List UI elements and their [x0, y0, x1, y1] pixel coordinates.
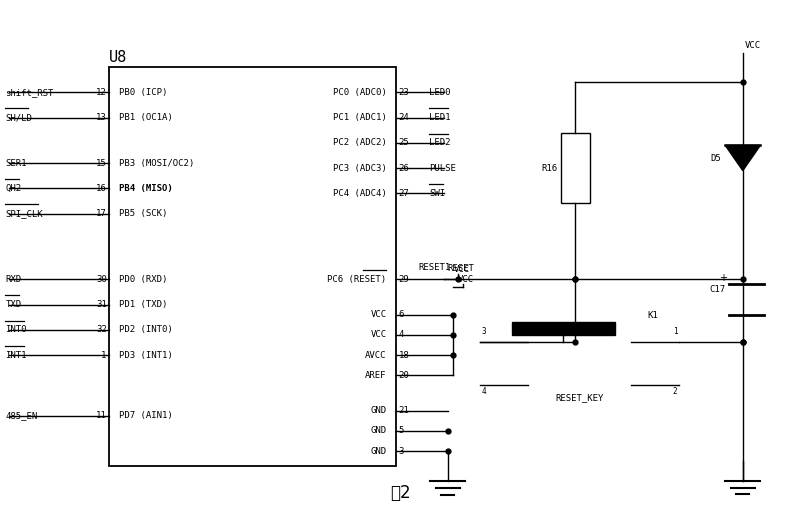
Polygon shape — [726, 145, 760, 171]
Text: PD0 (RXD): PD0 (RXD) — [118, 275, 167, 284]
Text: VCC: VCC — [745, 41, 762, 50]
Text: PB3 (MOSI/OC2): PB3 (MOSI/OC2) — [118, 158, 194, 168]
Text: 23: 23 — [398, 88, 409, 97]
Text: 11: 11 — [96, 411, 106, 420]
Text: SER1: SER1 — [6, 158, 27, 168]
Text: 12: 12 — [96, 88, 106, 97]
Text: 24: 24 — [398, 113, 409, 122]
Text: PC6 (RESET): PC6 (RESET) — [327, 275, 386, 284]
Text: 6: 6 — [398, 310, 404, 319]
Bar — [561, 133, 590, 204]
Text: SH/LD: SH/LD — [6, 113, 32, 122]
Text: RESET_KEY: RESET_KEY — [555, 393, 603, 402]
Text: 3: 3 — [398, 447, 404, 456]
Text: VCC: VCC — [458, 275, 474, 284]
Bar — [512, 322, 615, 335]
Text: PB5 (SCK): PB5 (SCK) — [118, 209, 167, 218]
Text: SPI_CLK: SPI_CLK — [6, 209, 43, 218]
Text: 13: 13 — [96, 113, 106, 122]
Text: 27: 27 — [398, 189, 409, 198]
Text: INT0: INT0 — [6, 325, 27, 334]
Text: LED0: LED0 — [430, 88, 451, 97]
Text: GND: GND — [370, 406, 386, 415]
Text: PD1 (TXD): PD1 (TXD) — [118, 300, 167, 309]
Text: 17: 17 — [96, 209, 106, 218]
Text: 29: 29 — [398, 275, 409, 284]
Text: PC2 (ADC2): PC2 (ADC2) — [333, 138, 386, 147]
Text: C17: C17 — [709, 285, 726, 294]
Text: PB4 (MISO): PB4 (MISO) — [118, 184, 172, 193]
Text: 1: 1 — [673, 327, 678, 336]
Text: 32: 32 — [96, 325, 106, 334]
Text: LED2: LED2 — [430, 138, 451, 147]
Bar — [109, 67, 396, 466]
Text: PB0 (ICP): PB0 (ICP) — [118, 88, 167, 97]
Text: shift_RST: shift_RST — [6, 88, 54, 97]
Text: 1: 1 — [102, 351, 106, 360]
Text: PD3 (INT1): PD3 (INT1) — [118, 351, 172, 360]
Text: VCC: VCC — [370, 330, 386, 339]
Text: QH2: QH2 — [6, 184, 22, 193]
Text: 4: 4 — [482, 387, 486, 396]
Text: PC1 (ADC1): PC1 (ADC1) — [333, 113, 386, 122]
Text: PD7 (AIN1): PD7 (AIN1) — [118, 411, 172, 420]
Text: 21: 21 — [398, 406, 409, 415]
Text: LED1: LED1 — [430, 113, 451, 122]
Text: 25: 25 — [398, 138, 409, 147]
Text: RXD: RXD — [6, 275, 22, 284]
Text: 18: 18 — [398, 351, 409, 360]
Text: 31: 31 — [96, 300, 106, 309]
Text: PC4 (ADC4): PC4 (ADC4) — [333, 189, 386, 198]
Text: INT1: INT1 — [6, 351, 27, 360]
Text: RESET1: RESET1 — [418, 263, 450, 272]
Text: PC0 (ADC0): PC0 (ADC0) — [333, 88, 386, 97]
Text: SWI: SWI — [430, 189, 446, 198]
Text: 图2: 图2 — [390, 484, 410, 501]
Text: PB1 (OC1A): PB1 (OC1A) — [118, 113, 172, 122]
Text: U8: U8 — [109, 50, 127, 65]
Text: 16: 16 — [96, 184, 106, 193]
Text: 15: 15 — [96, 158, 106, 168]
Text: GND: GND — [370, 447, 386, 456]
Text: 2: 2 — [673, 387, 678, 396]
Text: 20: 20 — [398, 371, 409, 380]
Text: VCC: VCC — [454, 265, 470, 274]
Text: GND: GND — [370, 426, 386, 435]
Text: AVCC: AVCC — [365, 351, 386, 360]
Text: 30: 30 — [96, 275, 106, 284]
Text: 5: 5 — [398, 426, 404, 435]
Text: R16: R16 — [541, 164, 557, 173]
Text: TXD: TXD — [6, 300, 22, 309]
Text: RESET: RESET — [448, 264, 474, 273]
Text: K1: K1 — [647, 311, 658, 320]
Text: 485_EN: 485_EN — [6, 411, 38, 420]
Text: VCC: VCC — [370, 310, 386, 319]
Text: 4: 4 — [398, 330, 404, 339]
Text: PD2 (INT0): PD2 (INT0) — [118, 325, 172, 334]
Text: 26: 26 — [398, 164, 409, 173]
Text: PC3 (ADC3): PC3 (ADC3) — [333, 164, 386, 173]
Text: 3: 3 — [482, 327, 486, 336]
Text: AREF: AREF — [365, 371, 386, 380]
Text: PULSE: PULSE — [430, 164, 456, 173]
Text: +: + — [719, 273, 727, 283]
Text: D5: D5 — [710, 153, 722, 163]
